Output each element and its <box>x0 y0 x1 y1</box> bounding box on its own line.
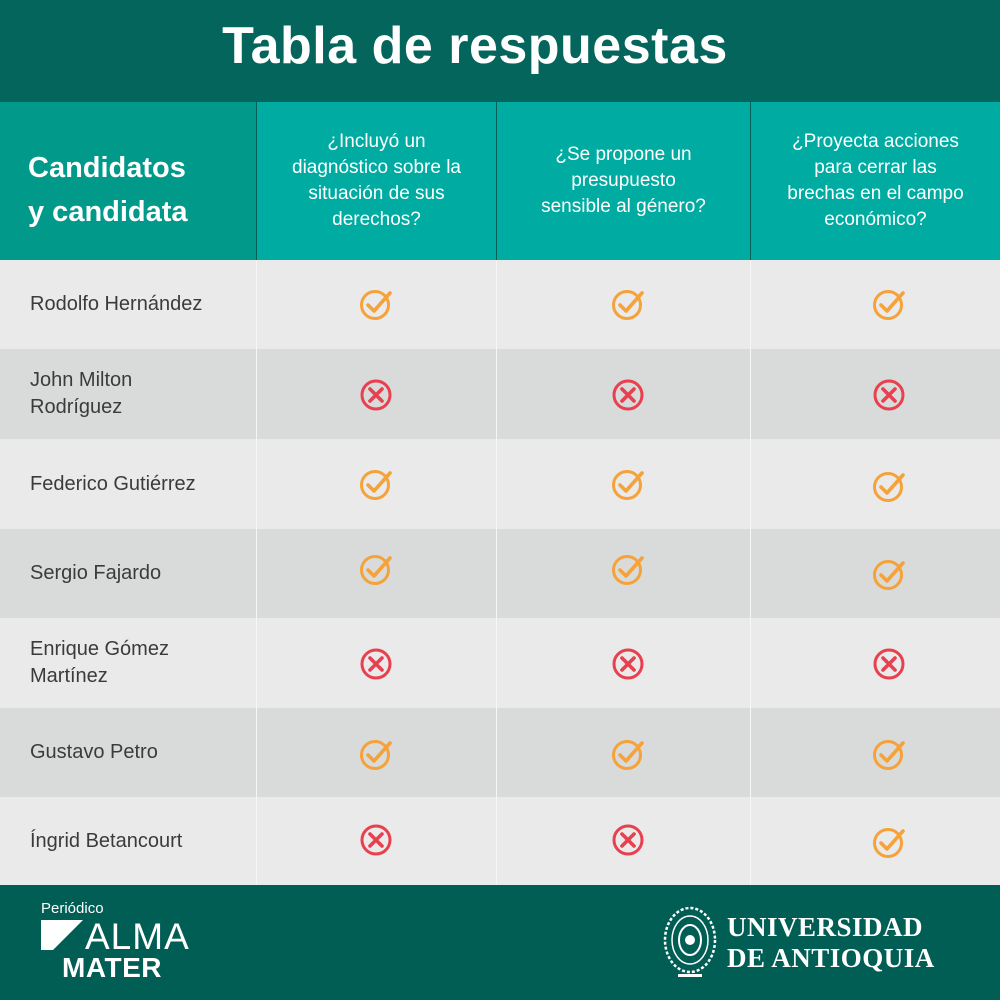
candidate-name: John Milton Rodríguez <box>30 349 250 439</box>
mater-logo-text: MATER <box>62 952 162 983</box>
column-divider <box>256 349 257 439</box>
column-divider <box>750 797 751 885</box>
candidate-name-line: Rodolfo Hernández <box>30 293 203 315</box>
check-icon <box>873 472 905 502</box>
column-divider <box>750 708 751 797</box>
question-header-1: ¿Incluyó un diagnóstico sobre la situación… <box>257 102 496 260</box>
check-icon <box>360 290 392 320</box>
candidate-name: Enrique Gómez Martínez <box>30 618 250 708</box>
column-divider <box>256 260 257 349</box>
check-icon <box>612 740 644 770</box>
column-divider <box>750 618 751 708</box>
candidate-name-line: Federico Gutiérrez <box>30 472 196 495</box>
question-header-label: ¿Proyecta acciones para cerrar las brechas… <box>787 131 964 230</box>
column-divider <box>496 260 497 349</box>
cross-icon <box>360 824 392 856</box>
candidate-name-line: Sergio Fajardo <box>30 562 162 584</box>
question-header-3: ¿Proyecta acciones para cerrar las brechas… <box>751 102 1000 260</box>
page-title: Tabla de respuestas <box>222 17 728 75</box>
cross-icon <box>360 648 392 680</box>
table-header: Candidatos y candidata ¿Incluyó un diagnó… <box>0 102 1000 260</box>
check-icon <box>360 470 392 500</box>
alma-mater-logo-icon <box>41 920 83 950</box>
column-divider <box>256 708 257 797</box>
column-divider <box>256 618 257 708</box>
cross-icon <box>360 379 392 411</box>
column-divider <box>496 708 497 797</box>
check-icon <box>360 740 392 770</box>
check-icon <box>873 290 905 320</box>
check-icon <box>612 555 644 585</box>
university-name: UNIVERSIDAD DE ANTIOQUIA <box>727 912 935 974</box>
candidate-name-line: Rodríguez <box>30 396 123 418</box>
university-seal-icon <box>663 906 717 977</box>
title-bar: Tabla de respuestas <box>0 0 1000 102</box>
column-divider <box>496 529 497 618</box>
table-row: Gustavo Petro <box>0 708 1000 797</box>
university-name-line: UNIVERSIDAD <box>727 912 924 942</box>
cross-icon <box>612 824 644 856</box>
table-body: Rodolfo Hernández John Milton Rodríguez Fed… <box>0 260 1000 885</box>
candidates-header-label: Candidatos y candidata <box>28 146 248 234</box>
check-icon <box>360 555 392 585</box>
candidates-header-line: y candidata <box>28 196 188 228</box>
column-divider <box>496 618 497 708</box>
alma-logo-text: ALMA <box>85 916 190 957</box>
candidate-name-line: Gustavo Petro <box>30 741 158 763</box>
column-divider <box>750 349 751 439</box>
cross-icon <box>612 648 644 680</box>
check-icon <box>873 828 905 858</box>
candidate-name-line: Íngrid Betancourt <box>30 829 183 852</box>
footer: Periódico ALMA MATER UNIVERSIDAD DE ANTI… <box>0 886 1000 1000</box>
candidates-header-cell: Candidatos y candidata <box>0 102 256 260</box>
column-divider <box>256 529 257 618</box>
check-icon <box>612 470 644 500</box>
column-divider <box>750 260 751 349</box>
column-divider <box>496 797 497 885</box>
column-divider <box>496 349 497 439</box>
candidate-name: Federico Gutiérrez <box>30 439 250 529</box>
candidate-name: Sergio Fajardo <box>30 529 250 618</box>
university-name-line: DE ANTIOQUIA <box>727 943 935 973</box>
question-header-label: ¿Se propone un presupuesto sensible al gén… <box>541 144 706 217</box>
column-divider <box>750 439 751 529</box>
column-divider <box>750 529 751 618</box>
column-divider <box>496 439 497 529</box>
cross-icon <box>873 379 905 411</box>
periodico-label: Periódico <box>41 900 104 917</box>
table-row: Federico Gutiérrez <box>0 439 1000 529</box>
table-row: Enrique Gómez Martínez <box>0 618 1000 708</box>
candidates-header-line: Candidatos <box>28 152 186 184</box>
table-row: Íngrid Betancourt <box>0 797 1000 885</box>
table-row: John Milton Rodríguez <box>0 349 1000 439</box>
candidate-name: Rodolfo Hernández <box>30 260 250 349</box>
candidate-name-line: Enrique Gómez <box>30 638 169 660</box>
cross-icon <box>612 379 644 411</box>
check-icon <box>873 560 905 590</box>
check-icon <box>612 290 644 320</box>
candidate-name-line: Martínez <box>30 665 108 687</box>
check-icon <box>873 740 905 770</box>
table-row: Rodolfo Hernández <box>0 260 1000 349</box>
candidate-name-line: John Milton <box>30 369 133 391</box>
question-header-label: ¿Incluyó un diagnóstico sobre la situación… <box>292 131 461 230</box>
candidate-name: Gustavo Petro <box>30 708 250 797</box>
question-header-2: ¿Se propone un presupuesto sensible al gén… <box>497 102 750 260</box>
cross-icon <box>873 648 905 680</box>
candidate-name: Íngrid Betancourt <box>30 797 250 885</box>
column-divider <box>256 797 257 885</box>
table-row: Sergio Fajardo <box>0 529 1000 618</box>
column-divider <box>256 439 257 529</box>
